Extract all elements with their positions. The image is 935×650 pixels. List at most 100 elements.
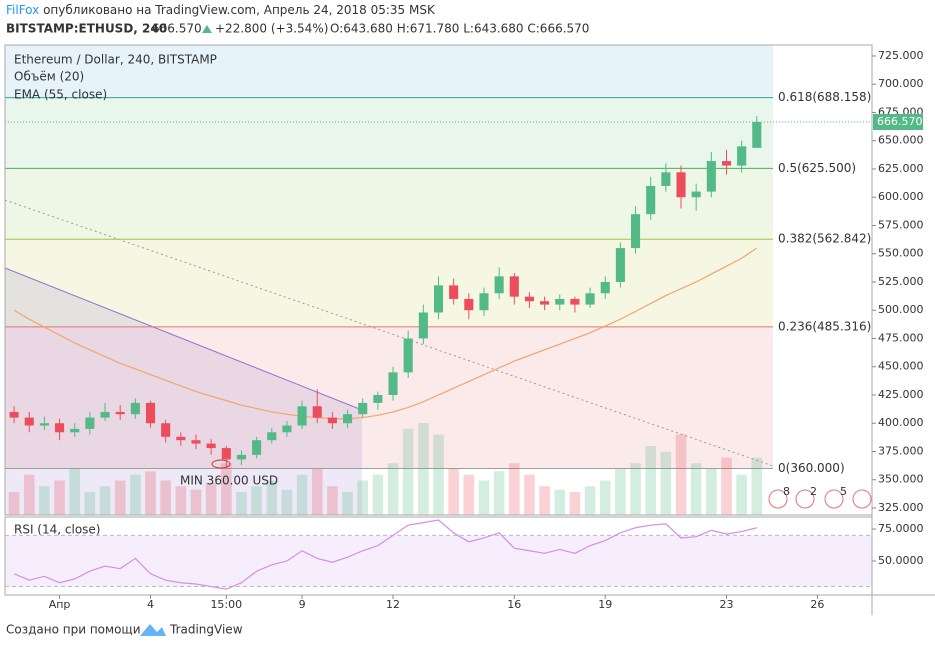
candle-body (327, 417, 337, 424)
volume-bar (342, 492, 353, 515)
volume-bar (190, 489, 202, 515)
y-tick-label: 350.000 (878, 473, 924, 486)
volume-bar (508, 463, 520, 515)
volume-bar (569, 492, 581, 515)
rsi-line (13, 519, 757, 590)
fib-band (5, 45, 773, 98)
candle-body (145, 402, 156, 424)
volume-bar (236, 492, 247, 515)
candle-body (85, 417, 95, 429)
candle-body (570, 298, 580, 305)
candle-body (191, 440, 201, 444)
author-line: FilFox опубликовано на TradingView.com, … (6, 3, 436, 17)
last-price-label: 666.570 (877, 115, 923, 128)
volume-bar (160, 480, 171, 515)
volume-bar (39, 486, 50, 515)
candle-body (267, 432, 277, 441)
candle-body (176, 436, 186, 441)
candle-body (721, 161, 732, 166)
published: опубликовано на TradingView.com, Апрель … (43, 3, 436, 17)
x-tick-label: 15:00 (210, 598, 242, 611)
event-icon (852, 489, 872, 509)
volume-bar (387, 463, 399, 515)
trend-line (4, 267, 363, 411)
y-tick-label: 500.000 (878, 303, 924, 316)
volume-bar (736, 474, 747, 515)
event-icons: 8 2 5 (768, 485, 872, 509)
candle-body (161, 423, 171, 437)
candle-body (236, 454, 247, 460)
event-count: 8 (783, 485, 790, 498)
x-tick-label: Апр (49, 598, 71, 611)
candle-body (540, 301, 550, 305)
footer-brand[interactable]: TradingView (169, 623, 243, 637)
x-tick-label: 23 (719, 598, 733, 611)
candle-body (555, 298, 565, 305)
dotted-trend (4, 199, 774, 467)
x-tick-label: 19 (598, 598, 612, 611)
candle-body (676, 172, 686, 198)
volume-bar (478, 480, 490, 515)
candle-body (646, 185, 656, 215)
triangle-shade (5, 268, 362, 515)
candle-body (221, 448, 231, 460)
annotation: MIN 360.00 USD (180, 474, 278, 488)
volume-bar (690, 463, 702, 515)
fib-label: 0(360.000) (778, 461, 845, 475)
candle-body (388, 372, 398, 395)
volume-bar (266, 480, 278, 515)
x-tick-label: 16 (507, 598, 521, 611)
candle-body (70, 428, 80, 433)
volume-bar (145, 471, 156, 515)
y-tick-label: 525.000 (878, 275, 924, 288)
x-tick-label: 26 (810, 598, 824, 611)
candle-body (449, 285, 459, 299)
volume-bar (175, 486, 187, 515)
volume-bar (281, 489, 293, 515)
y-tick-label: 650.000 (878, 134, 924, 147)
volume-bar (448, 469, 459, 515)
volume-bar (296, 474, 308, 515)
candle-body (206, 443, 216, 449)
volume-bar (493, 471, 505, 515)
ema-legend: EMA (55, close) (14, 88, 107, 102)
candle-body (418, 312, 428, 339)
candle-body (509, 276, 519, 297)
event-icon (795, 489, 815, 509)
rsi-legend: RSI (14, close) (14, 523, 100, 537)
candle-body (433, 285, 444, 313)
rsi-tick-label: 75.0000 (878, 522, 924, 535)
candle-body (615, 248, 625, 282)
candle-body (282, 425, 292, 433)
fib-label: 0.236(485.316) (778, 319, 871, 333)
candle-body (115, 411, 125, 415)
candle-body (297, 406, 307, 426)
volume-bar (357, 480, 369, 515)
candle-body (100, 411, 110, 418)
ema-line (13, 247, 758, 420)
volume-legend: Объём (20) (14, 70, 84, 84)
candle-body (524, 296, 534, 302)
volume-bar (251, 486, 262, 515)
volume-bar (645, 446, 657, 515)
fib-label: 0.382(562.842) (778, 232, 871, 246)
symbol: BITSTAMP:ETHUSD, 240 (6, 22, 167, 36)
volume-bar (418, 423, 429, 515)
volume-bar (584, 486, 596, 515)
volume-bar (433, 434, 444, 515)
volume-bar (706, 469, 717, 515)
candle-body (358, 402, 368, 415)
y-tick-label: 600.000 (878, 190, 924, 203)
candle-body (130, 402, 140, 415)
candle-body (585, 293, 595, 305)
y-tick-label: 550.000 (878, 247, 924, 260)
candle-body (252, 440, 262, 455)
volume-bar (402, 428, 414, 515)
x-tick-label: 4 (147, 598, 154, 611)
volume-bar (721, 457, 732, 515)
rsi-tick-label: 50.0000 (878, 554, 924, 567)
fib-band (5, 97, 773, 169)
candle-body (479, 293, 489, 311)
volume-bar (99, 486, 111, 515)
